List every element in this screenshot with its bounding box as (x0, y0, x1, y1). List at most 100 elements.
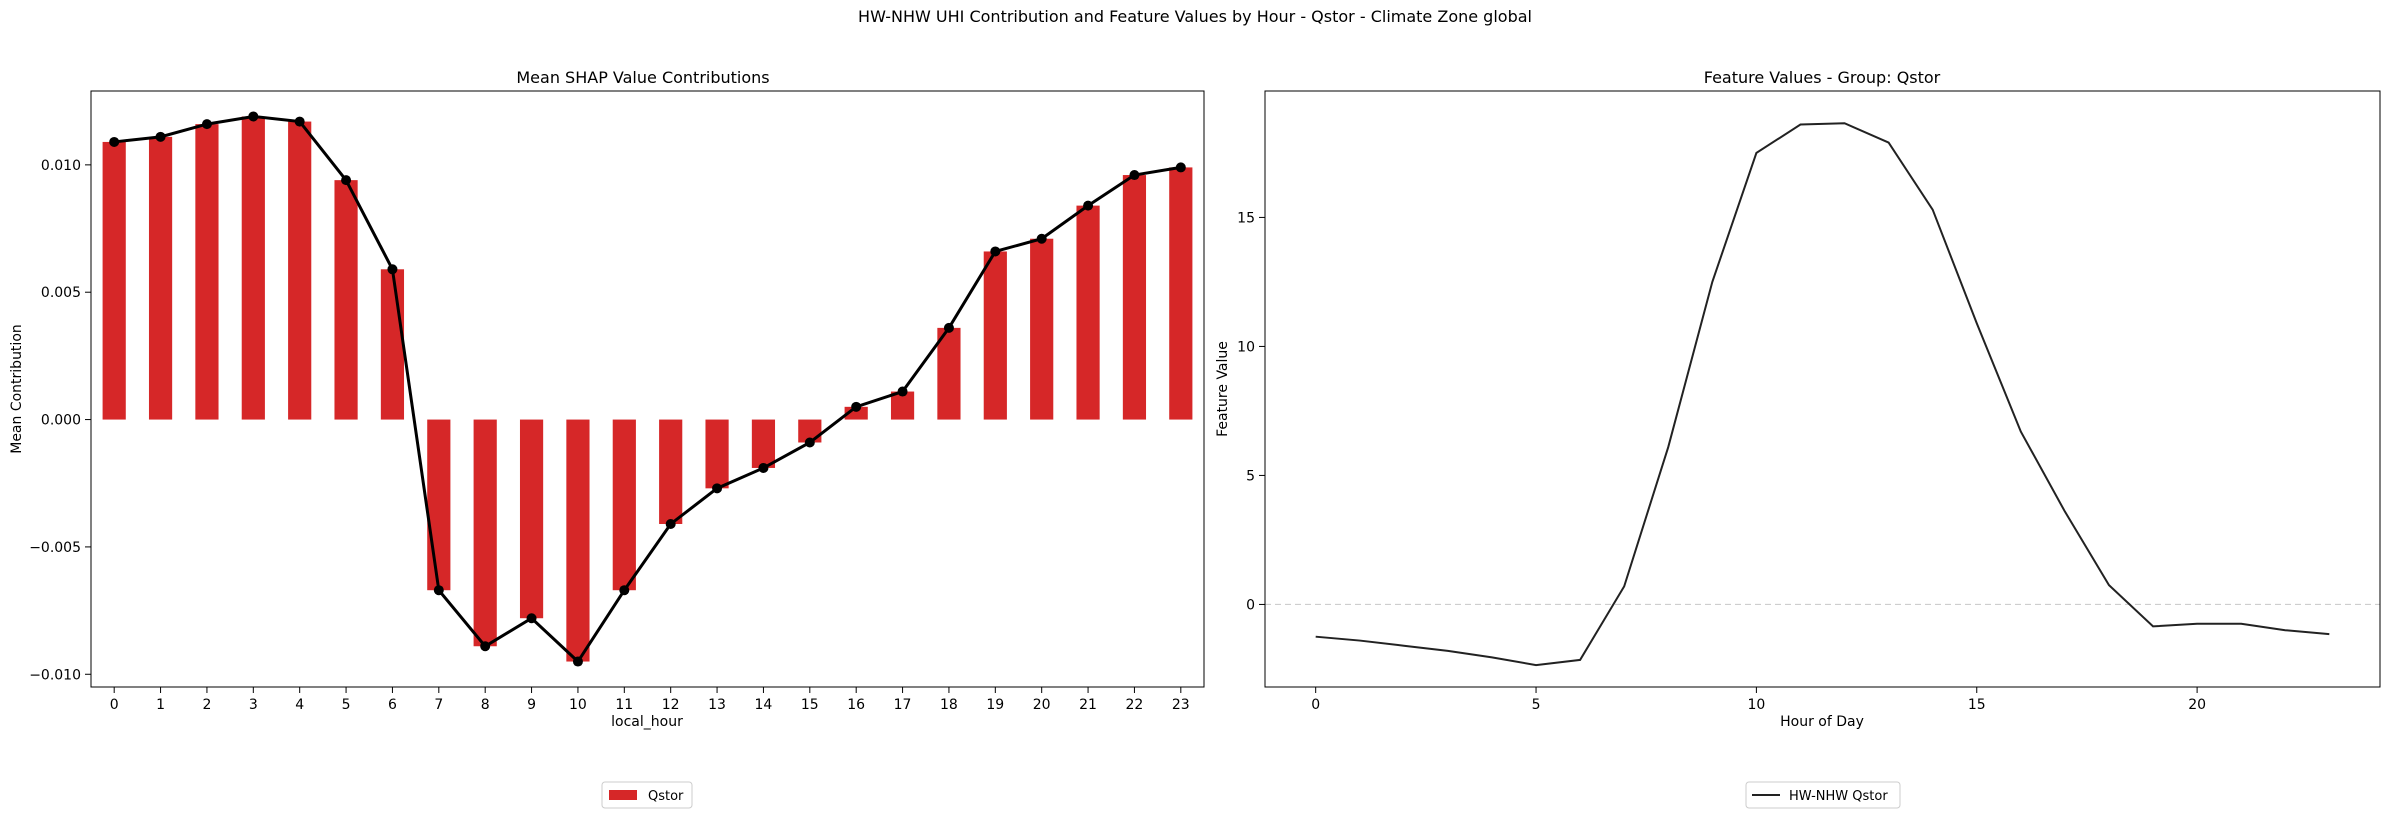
shap-plot-frame (90, 90, 1205, 688)
shap-point-hour-17 (897, 386, 908, 397)
shap-xtick-label: 15 (801, 697, 819, 713)
feature-x-ticks: 0 5 10 15 20 (1311, 687, 2206, 713)
shap-point-hour-18 (943, 322, 954, 333)
shap-xtick-label: 23 (1172, 697, 1190, 713)
shap-point-hour-2 (201, 119, 212, 130)
shap-xtick-label: 13 (708, 697, 726, 713)
shap-xtick-label: 1 (156, 697, 165, 713)
bar-hour-22 (1122, 175, 1147, 420)
shap-ytick-label: 0.005 (41, 285, 81, 301)
shap-point-hour-22 (1129, 170, 1140, 181)
shap-xtick-label: 20 (1033, 697, 1051, 713)
shap-y-ticks: −0.010 −0.005 0.000 0.005 0.010 (29, 158, 91, 683)
bar-hour-4 (288, 121, 312, 420)
shap-point-hour-16 (851, 401, 862, 412)
shap-point-hour-14 (758, 462, 769, 473)
bar-hour-10 (566, 419, 590, 662)
shap-legend-swatch (609, 790, 637, 800)
bar-hour-5 (334, 180, 358, 420)
shap-point-hour-8 (480, 641, 491, 652)
shap-xtick-label: 4 (295, 697, 304, 713)
shap-xtick-label: 22 (1126, 697, 1144, 713)
shap-point-hour-0 (109, 136, 120, 147)
bar-hour-9 (519, 419, 544, 619)
feature-ylabel: Feature Value (1215, 341, 1231, 437)
shap-xtick-label: 12 (662, 697, 680, 713)
shap-mean-polyline (114, 114, 1182, 664)
shap-point-hour-4 (294, 116, 305, 127)
shap-point-hour-11 (619, 585, 630, 596)
feature-xtick-label: 0 (1311, 697, 1320, 713)
shap-xtick-label: 17 (894, 697, 912, 713)
feature-y-ticks: 0 5 10 15 (1237, 210, 1265, 613)
shap-point-hour-6 (387, 264, 398, 275)
feature-legend-label: HW-NHW Qstor (1789, 789, 1888, 804)
bar-hour-19 (983, 251, 1007, 420)
shap-x-ticks: 0 1 2 3 4 5 6 7 8 9 10 11 12 13 14 15 16 17 18 19 20 21 22 23 (110, 687, 1190, 713)
shap-point-hour-21 (1083, 200, 1094, 211)
feature-chart: Feature Values - Group: Qstor 0 5 10 15 20 0… (1215, 68, 2381, 809)
shap-point-hour-9 (526, 613, 537, 624)
shap-point-hour-5 (341, 175, 352, 186)
shap-point-hour-23 (1175, 162, 1186, 173)
feature-ytick-label: 5 (1246, 468, 1255, 484)
bar-hour-21 (1076, 205, 1100, 420)
feature-legend-box (1745, 781, 1901, 809)
shap-ytick-label: −0.005 (29, 540, 81, 556)
feature-xtick-label: 5 (1532, 697, 1541, 713)
shap-point-hour-3 (248, 111, 259, 122)
feature-polyline (1315, 122, 2330, 667)
feature-legend: HW-NHW Qstor (1745, 781, 1901, 809)
bar-hour-20 (1030, 238, 1054, 420)
feature-ytick-label: 10 (1237, 339, 1255, 355)
feature-xtick-label: 20 (2188, 697, 2206, 713)
shap-point-hour-10 (572, 656, 583, 667)
shap-xtick-label: 2 (202, 697, 211, 713)
shap-xtick-label: 5 (342, 697, 351, 713)
shap-legend: Qstor (601, 781, 693, 809)
shap-point-hour-20 (1036, 233, 1047, 244)
shap-bars (102, 116, 1193, 662)
shap-xtick-label: 21 (1079, 697, 1097, 713)
shap-ytick-label: −0.010 (29, 667, 81, 683)
shap-chart-title: Mean SHAP Value Contributions (516, 68, 769, 87)
bar-hour-14 (751, 419, 776, 468)
feature-xtick-label: 10 (1747, 697, 1765, 713)
feature-plot-frame (1264, 90, 2381, 688)
bar-hour-18 (937, 327, 961, 420)
feature-line (1315, 122, 2330, 667)
bar-hour-0 (102, 141, 126, 420)
bar-hour-12 (659, 419, 683, 524)
shap-legend-label: Qstor (648, 789, 684, 804)
shap-point-hour-19 (990, 246, 1001, 257)
feature-chart-title: Feature Values - Group: Qstor (1704, 68, 1941, 87)
shap-xtick-label: 16 (847, 697, 865, 713)
shap-point-hour-12 (665, 518, 676, 529)
shap-mean-line (109, 111, 1186, 667)
feature-ytick-label: 15 (1237, 210, 1255, 226)
bar-hour-7 (427, 419, 451, 591)
shap-ylabel: Mean Contribution (9, 324, 25, 454)
shap-ytick-label: 0.010 (41, 158, 81, 174)
bar-hour-11 (612, 419, 636, 591)
shap-xtick-label: 8 (481, 697, 490, 713)
feature-ytick-label: 0 (1246, 597, 1255, 613)
bar-hour-3 (241, 116, 265, 420)
feature-xtick-label: 15 (1968, 697, 1986, 713)
shap-xtick-label: 6 (388, 697, 397, 713)
shap-xlabel: local_hour (611, 714, 683, 730)
shap-xtick-label: 9 (527, 697, 536, 713)
shap-xtick-label: 14 (755, 697, 773, 713)
shap-xtick-label: 0 (110, 697, 119, 713)
bar-hour-23 (1169, 167, 1193, 420)
shap-point-hour-15 (804, 437, 815, 448)
shap-ytick-label: 0.000 (41, 413, 81, 429)
bar-hour-1 (148, 136, 173, 420)
shap-xtick-label: 19 (986, 697, 1004, 713)
bar-hour-6 (380, 269, 405, 420)
shap-legend-box (601, 781, 693, 809)
shap-point-hour-13 (712, 483, 723, 494)
shap-xtick-label: 10 (569, 697, 587, 713)
shap-point-hour-1 (155, 131, 166, 142)
